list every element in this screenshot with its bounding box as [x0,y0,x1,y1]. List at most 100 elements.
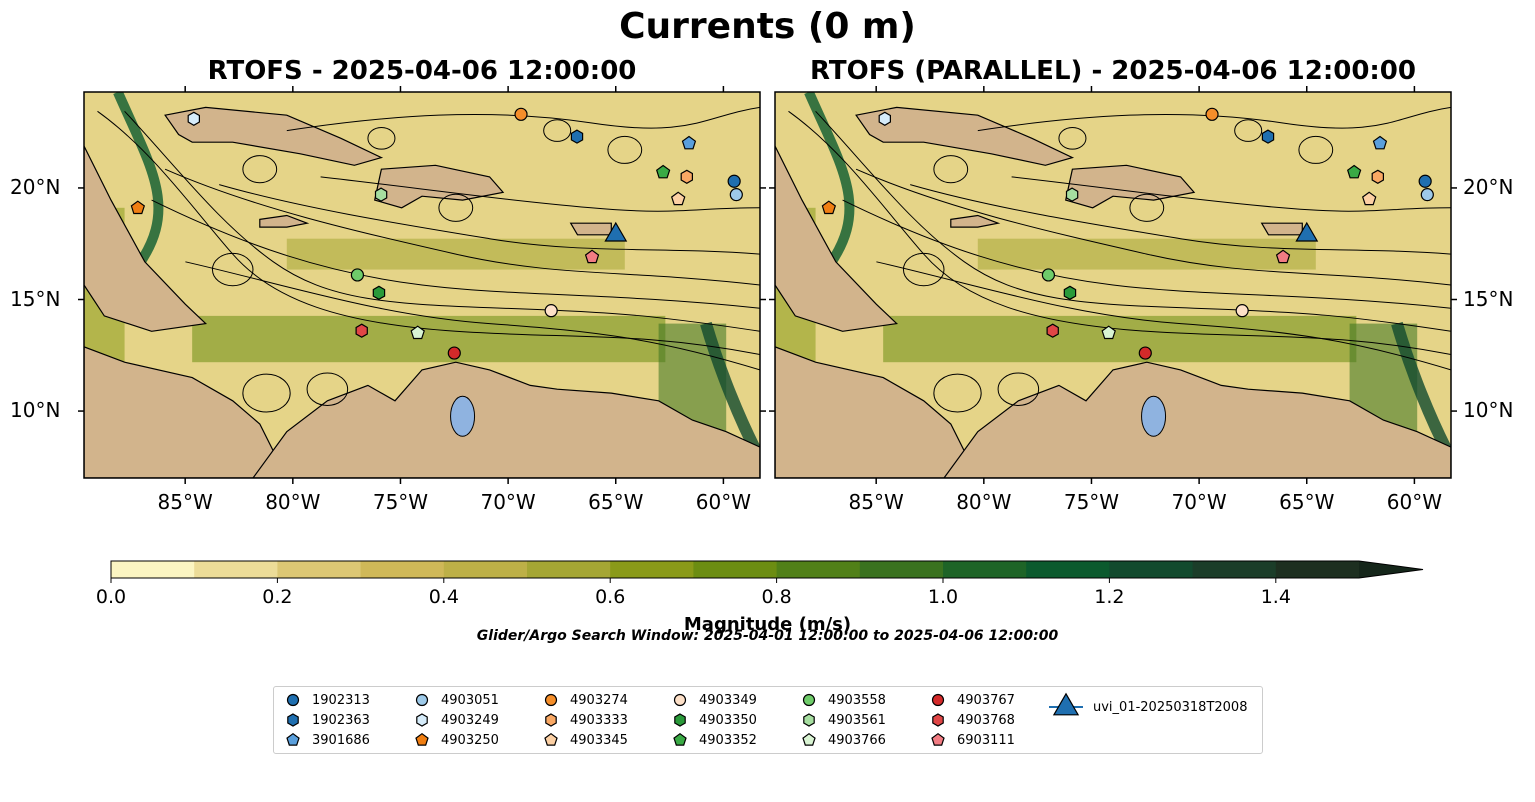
land [164,106,384,166]
float-marker-4903249[interactable] [187,111,200,126]
legend-marker-pentagon [673,732,687,746]
float-marker-4903558[interactable] [1041,268,1056,282]
yucatan-jet [113,92,164,269]
float-marker-4903768[interactable] [1046,323,1059,338]
colorbar-segment [693,561,778,578]
legend-marker-pentagon [286,732,300,746]
float-marker-4903250[interactable] [130,200,146,215]
float-marker-4903051[interactable] [1420,188,1434,202]
legend-item: 6903111 [929,730,1015,750]
legend-item: 4903350 [671,710,757,730]
streamline [910,184,1451,255]
float-marker-1902313[interactable] [727,174,741,188]
legend-item: 4903250 [413,730,499,750]
float-marker-4903250[interactable] [821,200,837,215]
land [1260,222,1303,236]
float-marker-4903766[interactable] [410,325,425,340]
eddy-streamline [242,155,278,184]
legend-marker-hexagon [416,713,428,727]
float-marker-3901686[interactable] [681,135,697,150]
map-frame [83,91,761,479]
streamline [1011,176,1451,212]
streamline [855,168,1451,286]
legend-item: 4903051 [413,690,499,710]
legend-item: 1902363 [284,710,370,730]
streamline [815,110,1451,332]
eddy-streamline [438,193,474,222]
float-marker-4903345[interactable] [1361,191,1377,206]
streamline [185,261,760,371]
lon-tick-label: 75°W [372,490,429,514]
legend-marker-circle [931,693,945,707]
colorbar-tick-label: 1.0 [927,586,959,608]
float-marker-uvi_01-20250318T2008[interactable] [1295,221,1319,242]
colorbar-label: Magnitude (m/s) [683,614,852,635]
legend-marker-pentagon [802,732,816,746]
land [259,214,310,228]
float-marker-4903333[interactable] [680,169,694,184]
float-marker-4903345[interactable] [670,191,686,206]
legend-item: 1902313 [284,690,370,710]
float-marker-4903352[interactable] [655,164,671,179]
float-marker-4903767[interactable] [1138,346,1152,360]
land [84,145,208,332]
legend-label: 1902363 [312,712,370,728]
colorbar-segment [443,561,528,578]
colorbar-segment [610,561,694,578]
float-marker-4903768[interactable] [355,323,368,338]
legend-marker-pentagon [415,732,429,746]
float-marker-1902363[interactable] [1261,129,1275,144]
land [950,214,1001,228]
float-marker-4903766[interactable] [1101,325,1116,340]
streamline [842,199,1451,309]
land [84,346,288,478]
float-marker-4903349[interactable] [544,304,558,318]
float-marker-1902363[interactable] [570,129,584,144]
float-marker-6903111[interactable] [584,249,600,264]
float-marker-4903349[interactable] [1235,304,1249,318]
land [855,106,1075,166]
legend-label: 4903345 [570,732,628,748]
float-marker-3901686[interactable] [1372,135,1388,150]
float-marker-4903274[interactable] [514,107,528,121]
float-marker-4903767[interactable] [447,346,461,360]
float-marker-4903051[interactable] [729,188,743,202]
colorbar-segment [776,561,861,578]
float-marker-4903558[interactable] [350,268,365,282]
colorbar-segment [1109,561,1194,578]
colorbar-tick-label: 0.6 [595,586,626,608]
float-marker-4903350[interactable] [1063,285,1077,300]
float-marker-4903333[interactable] [1371,169,1385,184]
eddy-streamline [543,119,572,142]
legend-label: 4903249 [441,712,499,728]
lat-tick-label: 20°N [10,174,61,199]
land [252,361,760,478]
legend-item: 4903767 [929,690,1015,710]
legend-label: 4903274 [570,692,628,708]
float-marker-4903249[interactable] [878,111,892,126]
float-marker-uvi_01-20250318T2008[interactable] [604,221,628,242]
legend-item: 4903274 [542,690,628,710]
legend-item: 4903558 [800,690,886,710]
float-marker-4903561[interactable] [1065,187,1079,202]
float-marker-6903111[interactable] [1275,249,1291,264]
legend-item: 4903561 [800,710,886,730]
yucatan-jet [804,92,855,269]
legend-label: 4903333 [570,712,628,728]
float-marker-4903352[interactable] [1346,164,1362,179]
colorbar-segment [360,561,445,578]
lon-tick-label: 60°W [1386,490,1442,514]
panel-title-rtofs-parallel: RTOFS (PARALLEL) - 2025-04-06 12:00:00 [810,56,1416,86]
float-marker-4903561[interactable] [374,187,388,202]
lon-tick-label: 65°W [588,490,644,514]
panel-title-rtofs: RTOFS - 2025-04-06 12:00:00 [207,56,637,86]
colorbar-tick-label: 0.4 [428,586,459,608]
eddy-streamline [1129,193,1165,222]
float-marker-4903350[interactable] [372,285,386,300]
current-speed-band [883,315,1357,363]
lat-tick-label: 20°N [1463,174,1514,199]
search-window-caption: Glider/Argo Search Window: 2025-04-01 12… [476,628,1059,644]
colorbar-segment [859,561,944,578]
float-marker-1902313[interactable] [1418,174,1432,188]
float-marker-4903274[interactable] [1205,107,1219,121]
